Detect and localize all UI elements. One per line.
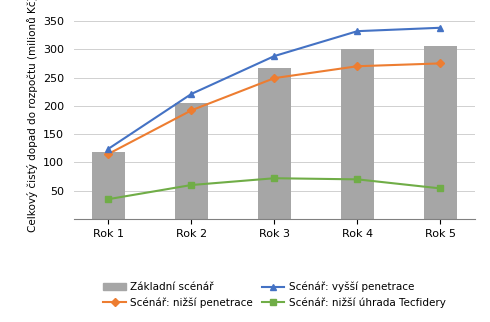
Scénář: nižší penetrace: (2, 249): nižší penetrace: (2, 249): [271, 76, 277, 80]
Scénář: nižší úhrada Tecfidery: (1, 60): nižší úhrada Tecfidery: (1, 60): [189, 183, 195, 187]
Legend: Základní scénář, Scénář: nižší penetrace, Scénář: vyšší penetrace, Scénář: nižší: Základní scénář, Scénář: nižší penetrace…: [98, 277, 451, 313]
Scénář: nižší úhrada Tecfidery: (4, 54): nižší úhrada Tecfidery: (4, 54): [438, 186, 443, 190]
Scénář: vyšší penetrace: (1, 221): vyšší penetrace: (1, 221): [189, 92, 195, 96]
Line: Scénář: nižší penetrace: Scénář: nižší penetrace: [105, 61, 443, 157]
Line: Scénář: nižší úhrada Tecfidery: Scénář: nižší úhrada Tecfidery: [105, 175, 443, 202]
Scénář: nižší úhrada Tecfidery: (3, 70): nižší úhrada Tecfidery: (3, 70): [354, 177, 360, 181]
Bar: [92, 152, 125, 219]
Scénář: nižší penetrace: (4, 275): nižší penetrace: (4, 275): [438, 62, 443, 65]
Bar: [258, 68, 291, 219]
Scénář: nižší penetrace: (0, 115): nižší penetrace: (0, 115): [105, 152, 111, 156]
Scénář: vyšší penetrace: (3, 332): vyšší penetrace: (3, 332): [354, 29, 360, 33]
Line: Scénář: vyšší penetrace: Scénář: vyšší penetrace: [105, 24, 444, 152]
Scénář: vyšší penetrace: (0, 124): vyšší penetrace: (0, 124): [105, 147, 111, 151]
Scénář: nižší úhrada Tecfidery: (2, 72): nižší úhrada Tecfidery: (2, 72): [271, 176, 277, 180]
Scénář: nižší penetrace: (3, 270): nižší penetrace: (3, 270): [354, 64, 360, 68]
Scénář: nižší penetrace: (1, 192): nižší penetrace: (1, 192): [189, 109, 195, 112]
Bar: [424, 46, 457, 219]
Scénář: vyšší penetrace: (4, 338): vyšší penetrace: (4, 338): [438, 26, 443, 30]
Bar: [341, 49, 374, 219]
Scénář: vyšší penetrace: (2, 288): vyšší penetrace: (2, 288): [271, 54, 277, 58]
Bar: [175, 103, 208, 219]
Scénář: nižší úhrada Tecfidery: (0, 35): nižší úhrada Tecfidery: (0, 35): [105, 197, 111, 201]
Y-axis label: Celkový čistý dopad do rozpočtu (milionů Kč): Celkový čistý dopad do rozpočtu (milionů…: [27, 0, 39, 232]
